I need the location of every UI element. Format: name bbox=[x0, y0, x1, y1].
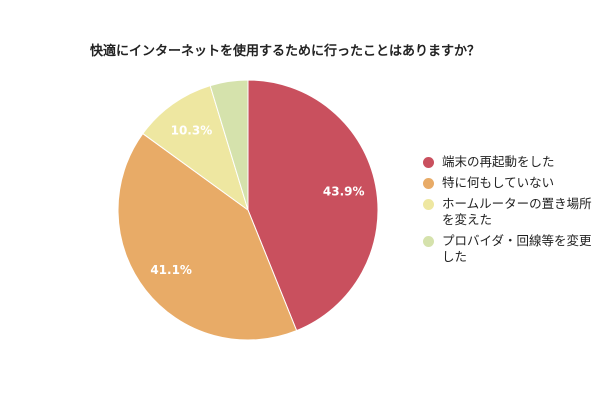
legend-label: 特に何もしていない bbox=[442, 175, 555, 190]
pie-slice-4 bbox=[209, 79, 249, 211]
legend-marker bbox=[423, 177, 434, 189]
legend-item-3: ホームルーターの置き場所を変えた bbox=[423, 196, 594, 228]
data-label-3: 10.3% bbox=[171, 124, 213, 138]
data-label-1: 43.9% bbox=[323, 184, 365, 198]
pie-slices bbox=[117, 79, 379, 341]
pie-data-labels: 43.9% 41.1% 10.3% bbox=[150, 124, 364, 277]
legend-item-2: 特に何もしていない bbox=[423, 175, 594, 191]
legend-marker bbox=[423, 198, 434, 210]
legend-marker bbox=[423, 156, 434, 168]
pie-slice-3 bbox=[142, 85, 249, 212]
pie-slice-1 bbox=[247, 79, 379, 332]
legend-item-4: プロバイダ・回線等を変更した bbox=[423, 233, 594, 265]
data-label-2: 41.1% bbox=[150, 263, 192, 277]
legend-item-1: 端末の再起動をした bbox=[423, 154, 594, 170]
chart-legend: 端末の再起動をした 特に何もしていない ホームルーターの置き場所を変えた プロバ… bbox=[423, 154, 594, 270]
legend-marker bbox=[423, 235, 434, 247]
legend-label: プロバイダ・回線等を変更した bbox=[442, 233, 592, 264]
legend-label: ホームルーターの置き場所を変えた bbox=[442, 196, 592, 227]
chart-title: 快適にインターネットを使用するために行ったことはありますか？ bbox=[90, 44, 481, 59]
pie-slice-2 bbox=[117, 132, 298, 341]
legend-label: 端末の再起動をした bbox=[442, 154, 555, 169]
